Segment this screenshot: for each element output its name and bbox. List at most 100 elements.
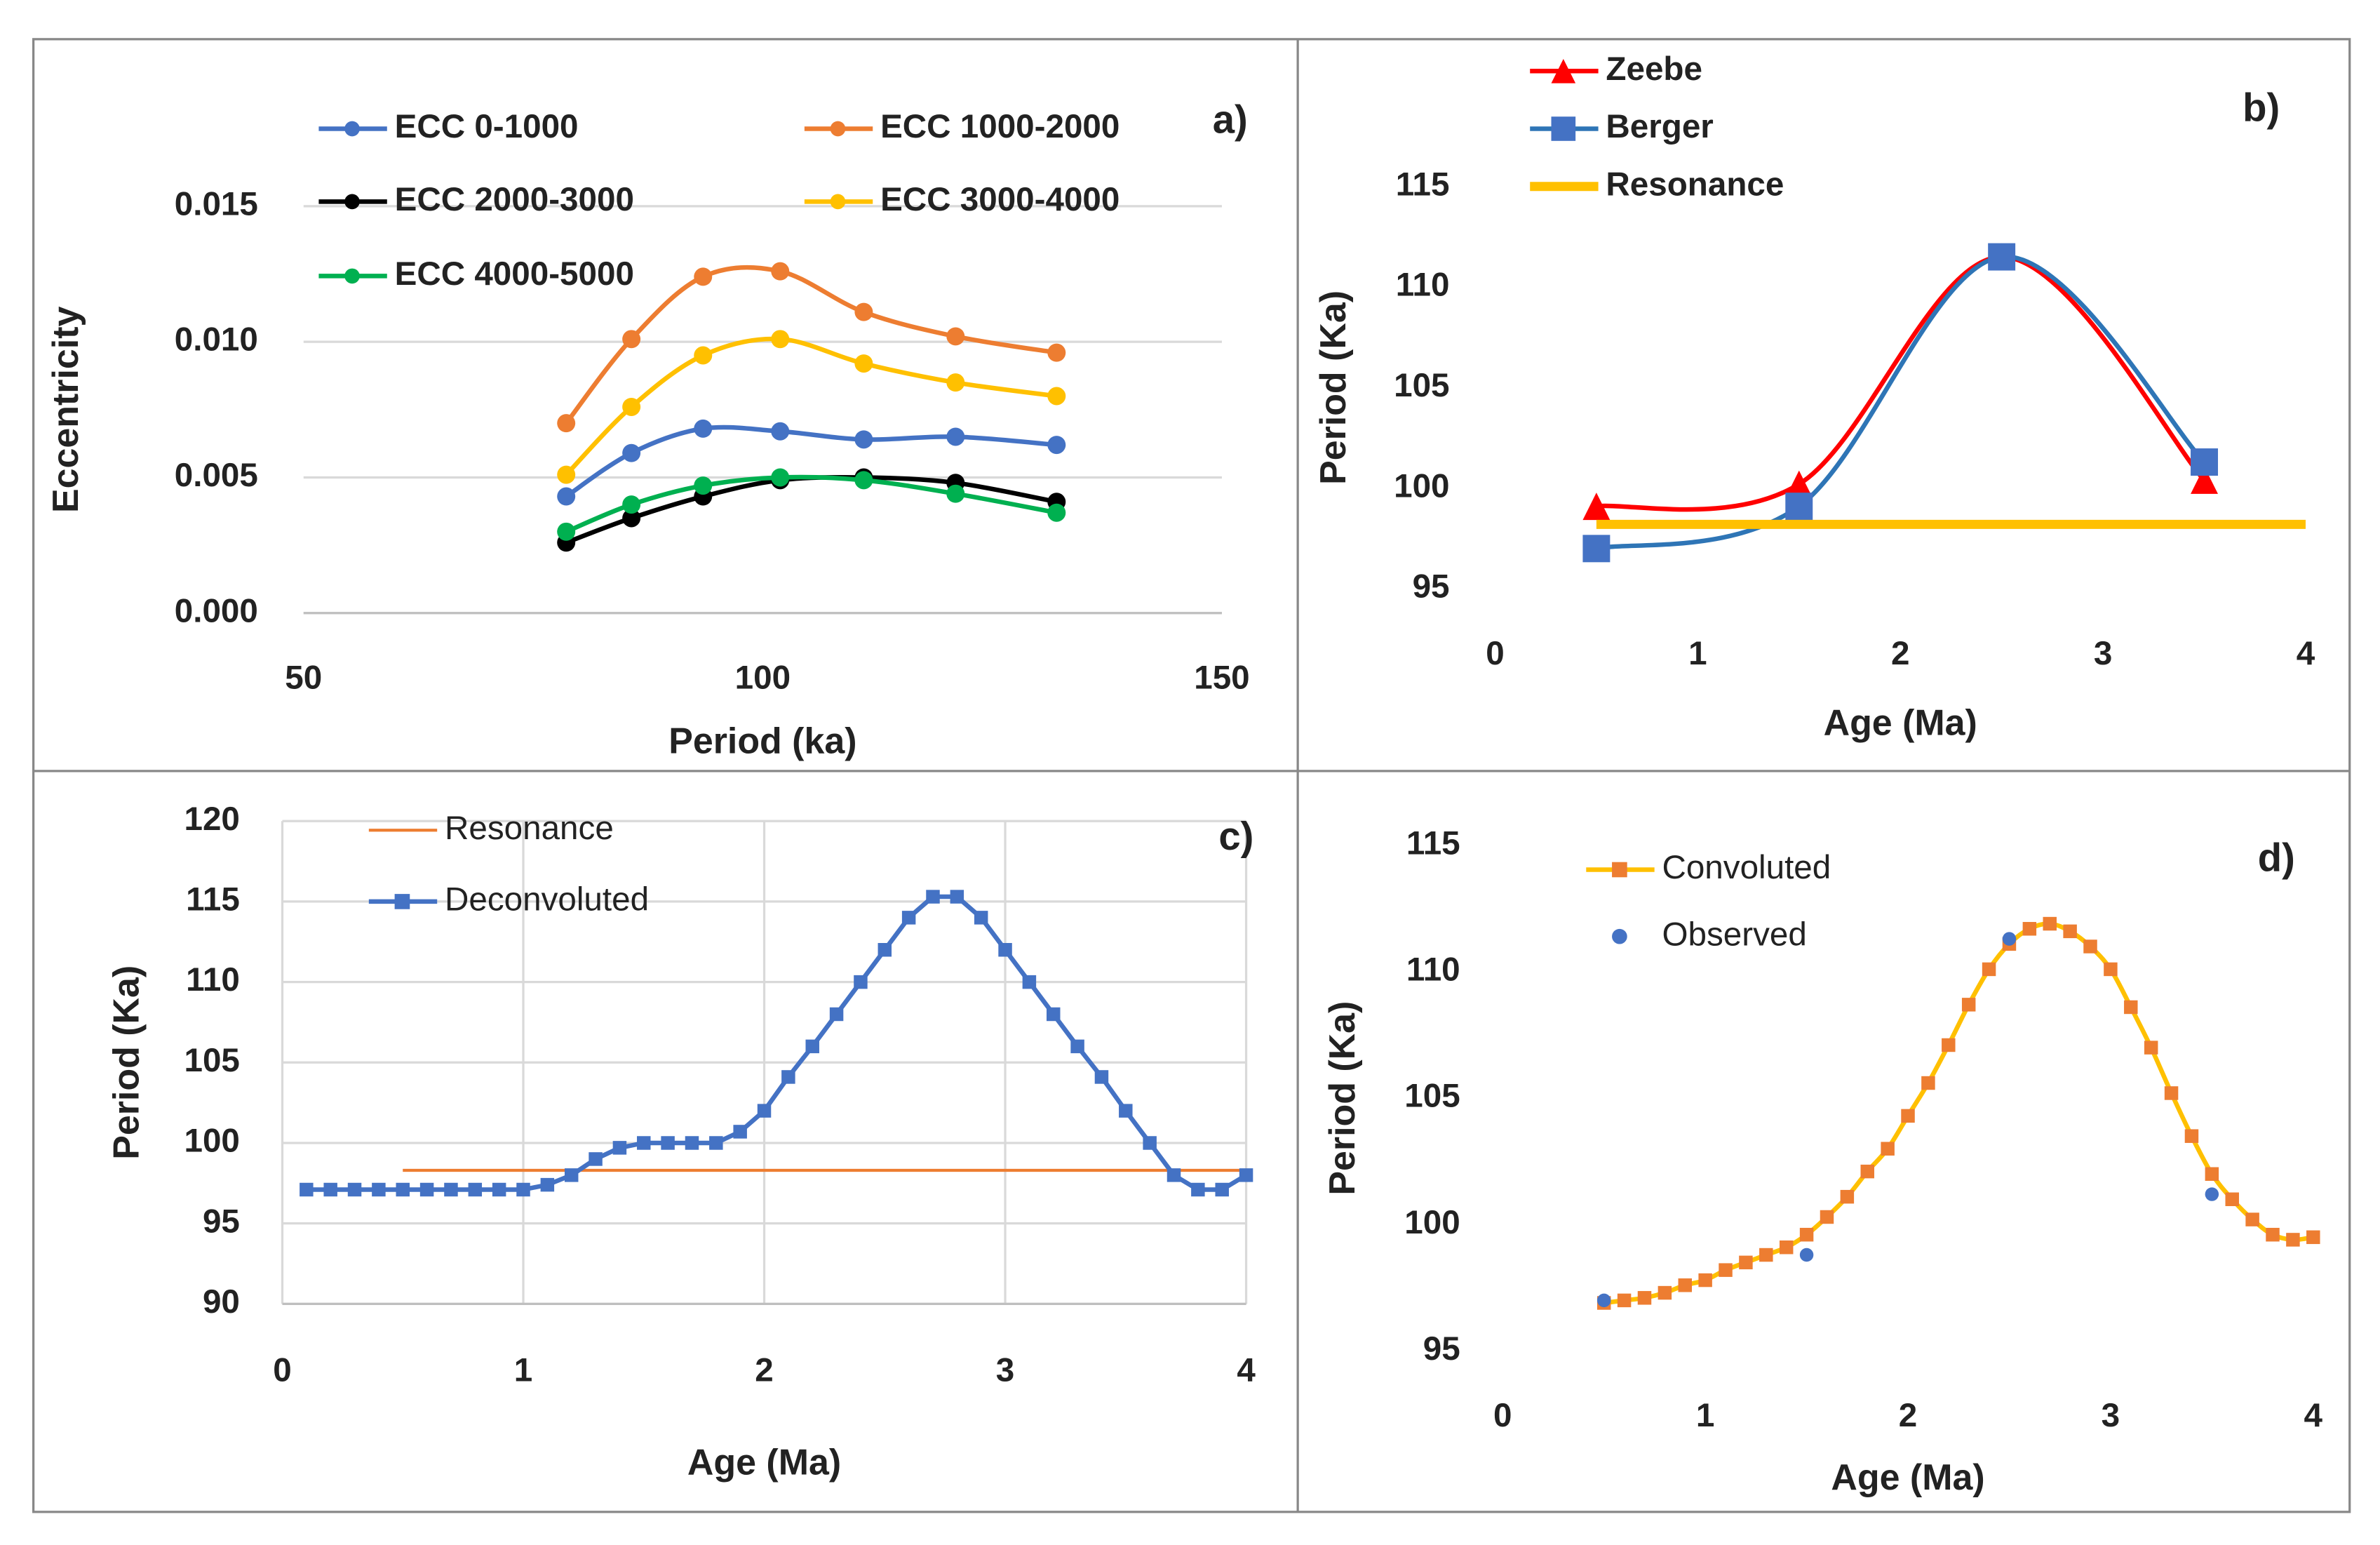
- panel-label: b): [2243, 85, 2280, 129]
- x-axis-title: Period (ka): [668, 721, 856, 762]
- y-tick-label: 90: [203, 1283, 240, 1320]
- marker: [396, 1182, 410, 1197]
- legend-marker: [344, 268, 360, 284]
- marker: [1047, 436, 1066, 455]
- marker: [805, 1039, 819, 1054]
- marker: [347, 1182, 362, 1197]
- x-tick-label: 3: [2102, 1397, 2120, 1434]
- legend-marker: [344, 121, 360, 137]
- marker: [694, 419, 713, 438]
- marker: [1167, 1168, 1181, 1182]
- legend-marker: [830, 194, 846, 210]
- marker: [1739, 1255, 1753, 1270]
- marker: [1047, 343, 1066, 362]
- marker: [829, 1007, 844, 1022]
- marker: [1239, 1168, 1253, 1182]
- x-tick-label: 1: [1688, 635, 1707, 672]
- marker: [1070, 1039, 1084, 1054]
- marker: [781, 1070, 795, 1084]
- marker: [1961, 998, 1976, 1012]
- marker: [372, 1182, 386, 1197]
- marker: [1881, 1142, 1895, 1156]
- marker: [1119, 1104, 1133, 1118]
- marker: [2245, 1212, 2259, 1226]
- marker: [1637, 1291, 1652, 1305]
- y-axis-title: Eccentricity: [46, 307, 86, 513]
- marker: [709, 1136, 723, 1150]
- marker: [946, 484, 965, 503]
- y-tick-label: 95: [203, 1203, 240, 1240]
- y-tick-label: 110: [1396, 267, 1450, 304]
- marker: [2266, 1227, 2280, 1242]
- marker: [622, 495, 641, 514]
- marker: [1582, 535, 1611, 563]
- legend-marker: [1612, 928, 1627, 944]
- legend-marker: [1612, 862, 1627, 878]
- legend-label: Deconvoluted: [445, 881, 649, 918]
- marker: [637, 1136, 651, 1150]
- marker: [2144, 1041, 2158, 1055]
- legend-marker: [1551, 116, 1576, 141]
- marker: [2022, 922, 2037, 936]
- marker: [1022, 975, 1037, 989]
- marker: [1840, 1189, 1855, 1204]
- marker: [854, 975, 868, 989]
- marker: [1759, 1248, 1773, 1262]
- marker: [2205, 1187, 2219, 1201]
- marker: [1617, 1293, 1632, 1308]
- y-tick-label: 105: [1404, 1078, 1460, 1115]
- marker: [1678, 1278, 1692, 1292]
- marker: [1698, 1273, 1712, 1288]
- marker: [2083, 939, 2097, 954]
- y-tick-label: 105: [184, 1042, 239, 1079]
- legend-marker: [1551, 58, 1576, 83]
- marker: [1047, 1007, 1061, 1022]
- x-axis-title: Age (Ma): [1831, 1457, 1984, 1498]
- series-line: [565, 474, 1057, 545]
- panel-label: c): [1218, 814, 1253, 858]
- marker: [1988, 243, 2016, 271]
- marker: [2063, 924, 2077, 939]
- x-tick-label: 150: [1194, 660, 1249, 697]
- x-tick-label: 2: [1891, 635, 1909, 672]
- marker: [946, 427, 965, 446]
- panel-label: d): [2258, 835, 2295, 879]
- marker: [854, 302, 873, 321]
- y-tick-label: 0.010: [175, 321, 258, 359]
- marker: [1191, 1182, 1205, 1197]
- legend-label: Observed: [1662, 916, 1806, 953]
- marker: [622, 443, 641, 462]
- figure-border: [32, 38, 2351, 1513]
- y-tick-label: 110: [186, 961, 240, 998]
- marker: [1785, 493, 1813, 521]
- marker: [468, 1182, 483, 1197]
- marker: [694, 476, 713, 495]
- marker: [1658, 1285, 1672, 1300]
- marker: [557, 487, 576, 506]
- y-tick-label: 115: [186, 881, 240, 918]
- marker: [1582, 493, 1611, 521]
- legend-label: ECC 2000-3000: [395, 181, 634, 218]
- marker: [300, 1182, 314, 1197]
- marker: [854, 471, 873, 490]
- y-tick-label: 95: [1423, 1330, 1460, 1367]
- marker: [622, 509, 641, 528]
- x-axis-title: Age (Ma): [687, 1442, 841, 1483]
- marker: [516, 1182, 530, 1197]
- y-tick-label: 115: [1406, 824, 1460, 862]
- legend-marker: [344, 194, 360, 210]
- marker: [1047, 503, 1066, 522]
- marker: [1215, 1182, 1229, 1197]
- marker: [878, 943, 892, 957]
- marker: [2104, 962, 2118, 977]
- x-tick-label: 4: [1237, 1351, 1256, 1389]
- legend-label: Convoluted: [1662, 849, 1831, 886]
- legend-marker: [394, 894, 410, 909]
- marker: [419, 1182, 434, 1197]
- marker: [1047, 387, 1066, 406]
- marker: [2124, 1000, 2138, 1015]
- marker: [2306, 1230, 2320, 1245]
- marker: [1785, 470, 1813, 498]
- marker: [901, 911, 916, 925]
